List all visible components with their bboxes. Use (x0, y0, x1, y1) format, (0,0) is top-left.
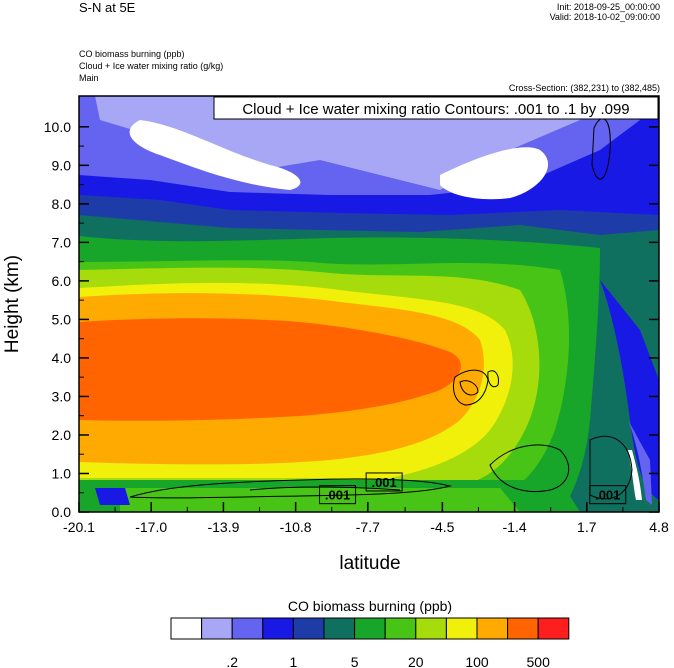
colorbar-swatch (262, 617, 294, 640)
init-time: Init: 2018-09-25_00:00:00 (556, 2, 660, 12)
co-fill-layer (79, 96, 659, 512)
x-tick-label: -13.9 (207, 519, 239, 535)
y-tick-label: 7.0 (52, 234, 72, 250)
y-tick-label: 5.0 (52, 311, 72, 327)
colorbar-swatch (384, 617, 417, 640)
colorbar-swatch (292, 617, 325, 640)
y-tick-label: 10.0 (44, 119, 71, 135)
colorbar-swatch (476, 617, 509, 640)
colorbar-label: .2 (226, 654, 238, 668)
x-tick-label: -1.4 (503, 519, 527, 535)
contour-label-box (365, 472, 403, 492)
y-tick-label: 3.0 (52, 388, 72, 404)
x-tick-label: -4.5 (430, 519, 454, 535)
domain-label: Main (79, 73, 99, 83)
x-tick-label: 1.7 (577, 519, 597, 535)
colorbar-label: 500 (527, 654, 551, 668)
x-tick-label: -10.8 (280, 519, 312, 535)
colorbar-swatch (231, 617, 264, 640)
colorbar-label: 5 (351, 654, 359, 668)
colorbar-swatch (170, 617, 203, 640)
colorbar-label: 1 (290, 654, 298, 668)
valid-time: Valid: 2018-10-02_09:00:00 (549, 12, 660, 22)
x-tick-label: 4.8 (649, 519, 669, 535)
plot-frame (78, 95, 660, 513)
x-tick-label: -20.1 (63, 519, 95, 535)
colorbar-label: 20 (408, 654, 424, 668)
contour-label: .001 (595, 488, 620, 503)
contour-field-description: Cloud + Ice water mixing ratio (g/kg) (79, 61, 224, 71)
y-tick-label: 9.0 (52, 157, 72, 173)
y-tick-label: 8.0 (52, 196, 72, 212)
contour-label: .001 (325, 488, 350, 503)
y-tick-label: 6.0 (52, 273, 72, 289)
colorbar-swatch (323, 617, 356, 640)
y-tick-label: 1.0 (52, 465, 72, 481)
x-tick-label: -17.0 (135, 519, 167, 535)
y-axis-label: Height (km) (2, 255, 23, 353)
y-tick-label: 4.0 (52, 350, 72, 366)
colorbar-swatch (415, 617, 447, 640)
cross-section-label: Cross-Section: (382,231) to (382,485) (508, 83, 660, 93)
colorbar-label: 100 (465, 654, 489, 668)
contour-info-box (213, 96, 659, 120)
colorbar-swatch (201, 617, 233, 640)
x-axis-label: latitude (339, 553, 400, 574)
y-tick-label: 2.0 (52, 427, 72, 443)
fill-field-description: CO biomass burning (ppb) (79, 49, 185, 59)
contour-label: .001 (371, 475, 396, 490)
y-tick-label: 0.0 (52, 504, 72, 520)
colorbar-swatch (507, 617, 539, 640)
contour-label-box (589, 485, 627, 505)
colorbar-swatch (537, 617, 570, 640)
contour-label-box (319, 485, 357, 505)
colorbar-title: CO biomass burning (ppb) (288, 598, 452, 614)
colorbar-swatch (445, 617, 478, 640)
x-tick-label: -7.7 (356, 519, 380, 535)
plot-title: S-N at 5E (79, 0, 136, 15)
colorbar-swatch (354, 617, 386, 640)
contour-info-text: Cloud + Ice water mixing ratio Contours:… (242, 101, 629, 118)
